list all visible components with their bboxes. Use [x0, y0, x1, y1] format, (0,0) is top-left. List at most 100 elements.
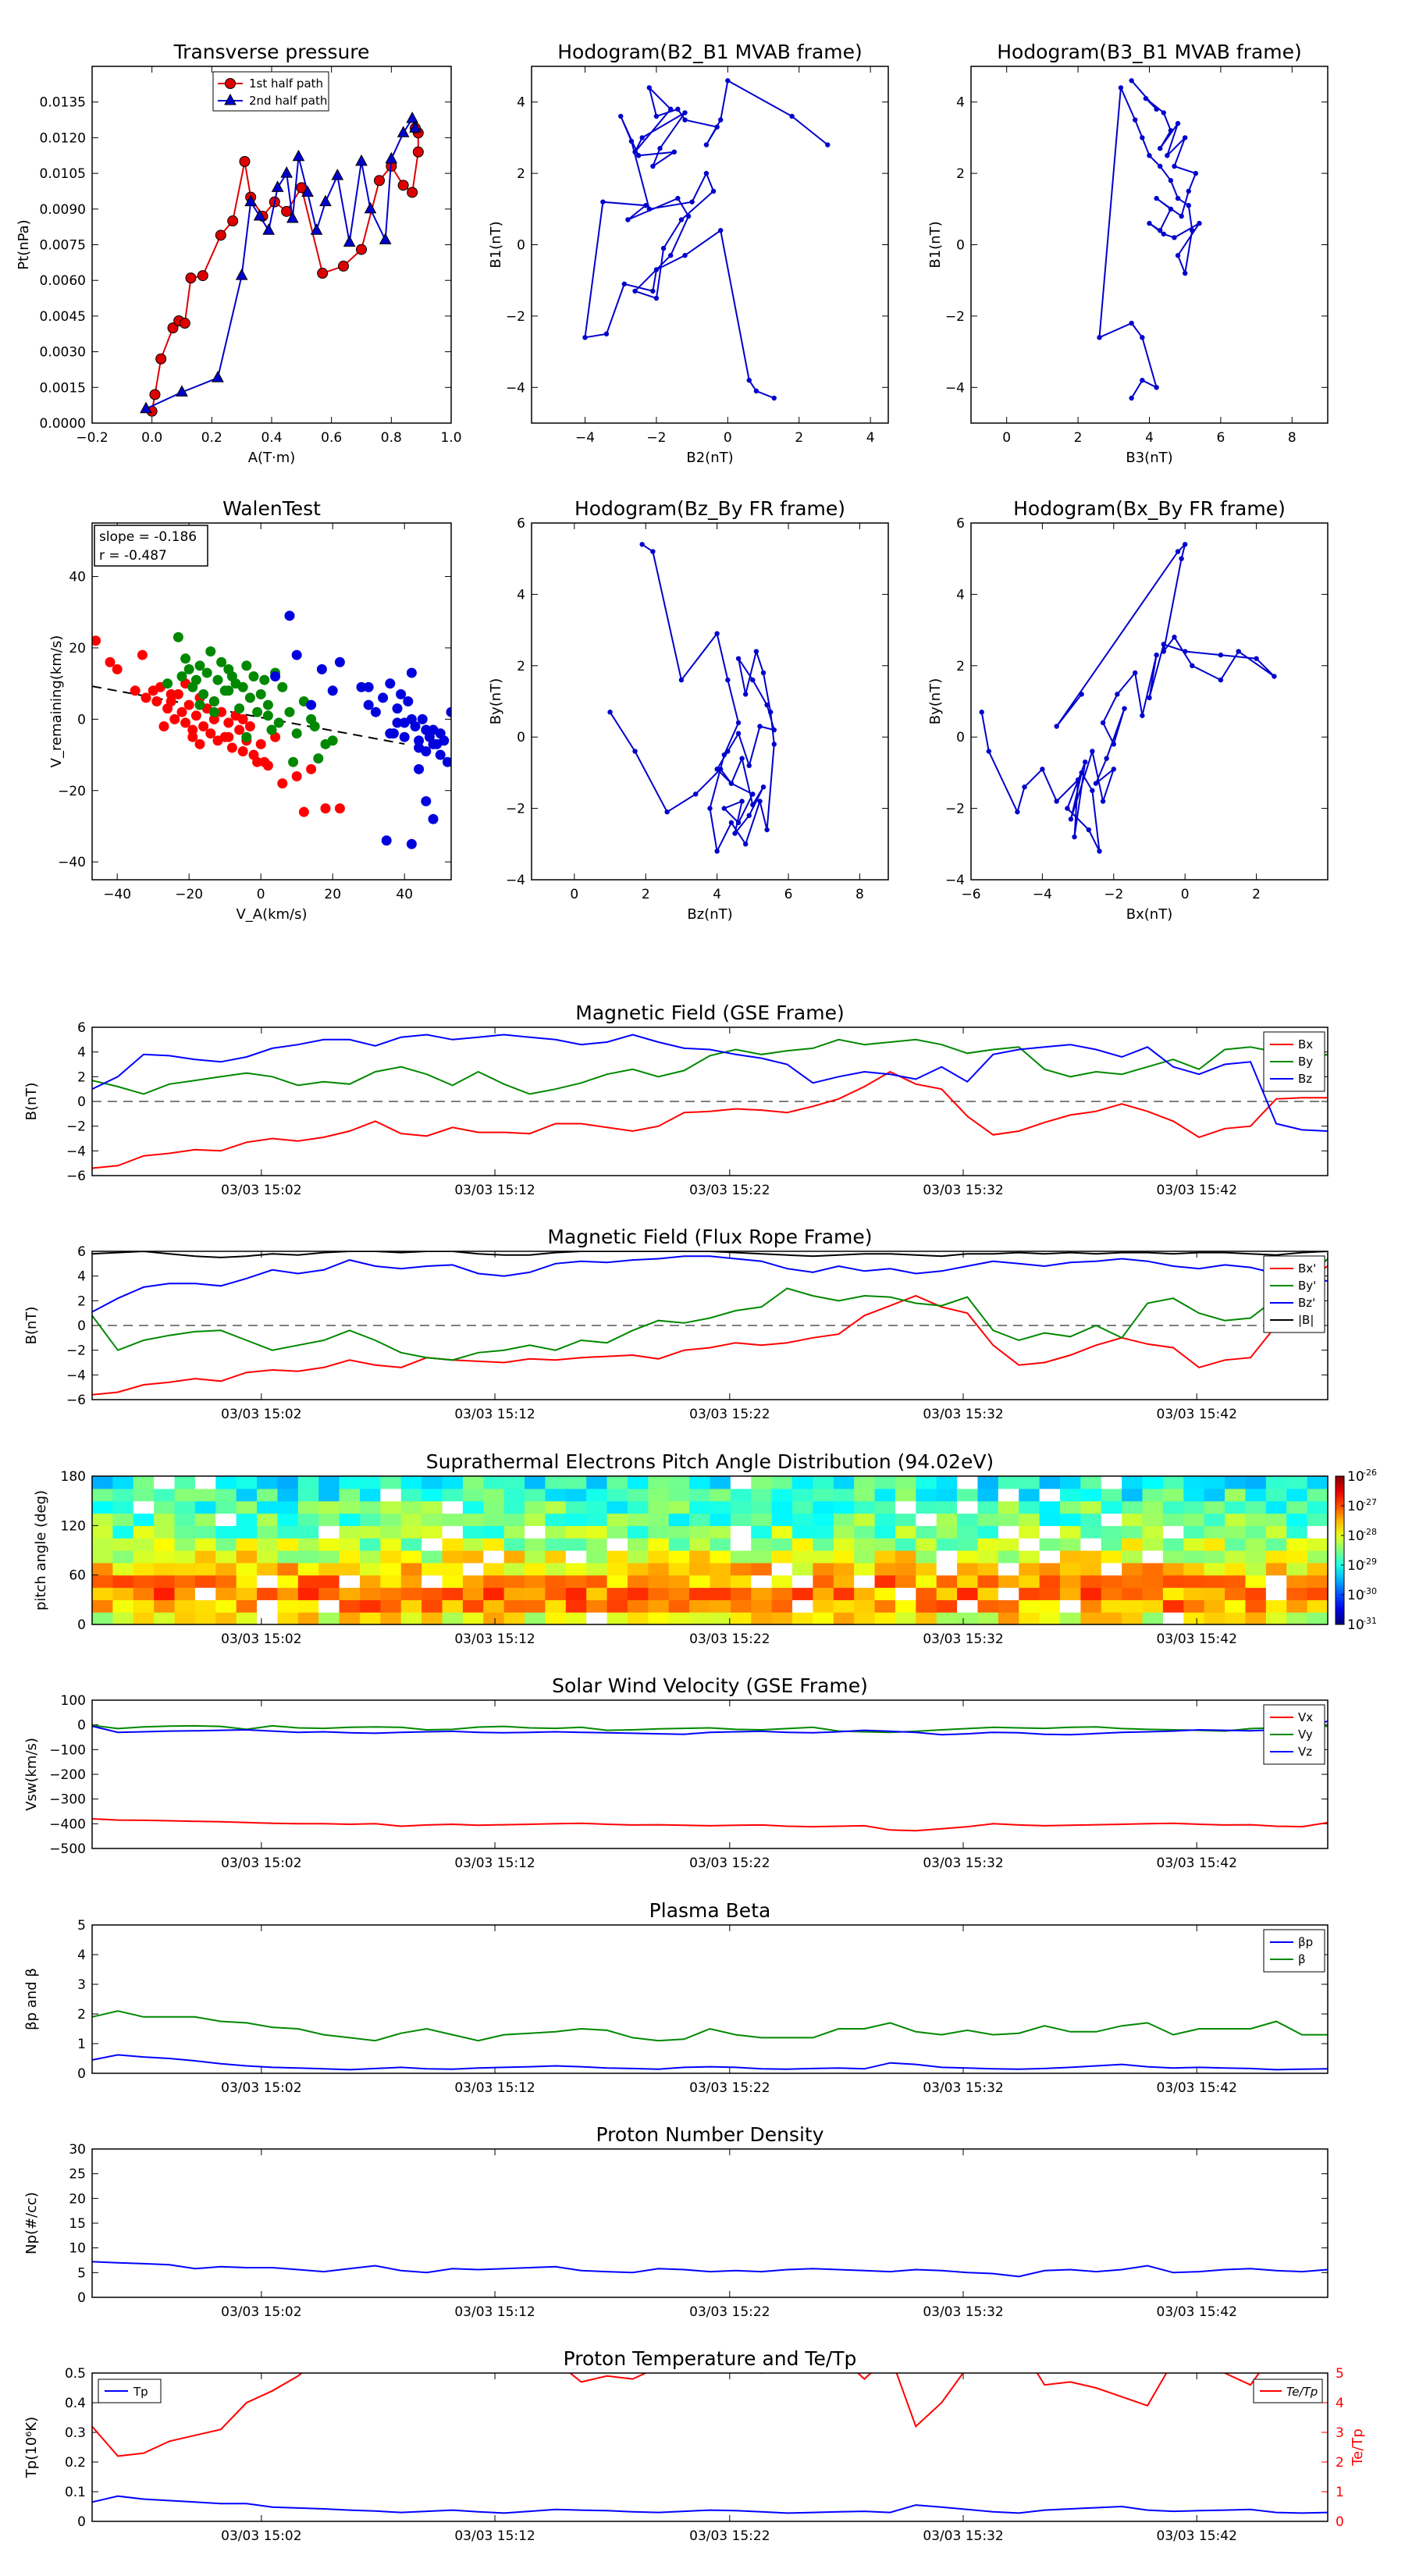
y-tick-label: 2 [956, 659, 965, 674]
data-point [1218, 652, 1224, 658]
heatmap-cell [1142, 1500, 1164, 1514]
heatmap-cell [525, 1562, 546, 1576]
heatmap-cell [771, 1488, 793, 1502]
heatmap-cell [462, 1612, 484, 1625]
heatmap-cell [1265, 1500, 1287, 1514]
heatmap-cell [1204, 1612, 1225, 1625]
x-tick-label: 03/03 15:12 [454, 1856, 535, 1871]
heatmap-cell [936, 1574, 958, 1589]
heatmap-cell [1204, 1562, 1225, 1576]
data-point [212, 371, 224, 382]
data-point [237, 713, 248, 724]
y-tick-label: 0 [77, 2066, 86, 2082]
data-point [1086, 827, 1092, 833]
colorbar-tick-exponent: -31 [1363, 1616, 1377, 1626]
heatmap-cell [648, 1599, 670, 1613]
heatmap-cell [998, 1525, 1019, 1539]
y-axis-label: By(nT) [927, 678, 944, 724]
heatmap-cell [380, 1587, 402, 1600]
heatmap-cell [1142, 1612, 1164, 1625]
heatmap-cell [606, 1525, 628, 1539]
data-point [1147, 220, 1152, 226]
heatmap-cell [689, 1587, 711, 1600]
heatmap-cell [730, 1500, 752, 1514]
y-tick-label: −4 [66, 1368, 86, 1383]
data-point [1154, 195, 1159, 201]
heatmap-cell [627, 1599, 649, 1613]
heatmap-cell [297, 1574, 319, 1589]
chart-title: Hodogram(B3_B1 MVAB frame) [997, 41, 1302, 63]
heatmap-cell [215, 1500, 237, 1514]
data-point [1111, 767, 1117, 772]
heatmap-cell [1101, 1562, 1122, 1576]
series-line [980, 542, 1275, 852]
data-point [1186, 188, 1191, 194]
heatmap-cell [257, 1538, 279, 1551]
data-point [158, 720, 169, 731]
heatmap-cell [565, 1488, 587, 1502]
heatmap-cell [1307, 1488, 1329, 1502]
x-tick-label: 1.0 [440, 430, 461, 446]
data-point [1168, 206, 1174, 212]
data-point [1254, 656, 1259, 661]
chart-title: Hodogram(B2_B1 MVAB frame) [557, 41, 863, 63]
heatmap-cell [813, 1500, 834, 1514]
heatmap-cell [503, 1538, 525, 1551]
heatmap-cell [1183, 1525, 1205, 1539]
heatmap-cell [751, 1562, 773, 1576]
x-tick-label: 0 [1181, 887, 1190, 902]
data-point [198, 720, 209, 731]
axes-frame [531, 522, 889, 881]
heatmap-cell [1080, 1550, 1102, 1564]
heatmap-cell [1265, 1587, 1287, 1600]
heatmap-cell [977, 1587, 999, 1600]
heatmap-cell [359, 1574, 381, 1589]
heatmap-cell [359, 1562, 381, 1576]
heatmap-cell [154, 1538, 176, 1551]
y-tick-label: 20 [69, 2191, 86, 2207]
heatmap-cell [565, 1599, 587, 1613]
chart-bfr: Magnetic Field (Flux Rope Frame) 03/03 15… [23, 1226, 1329, 1422]
data-point [244, 194, 258, 207]
heatmap-cell [627, 1500, 649, 1514]
y-tick-label: 5 [77, 1918, 86, 1934]
heatmap-cell [400, 1599, 422, 1613]
data-point [187, 731, 198, 742]
heatmap-cell [1204, 1488, 1225, 1502]
x-tick-label: 0.0 [141, 430, 162, 446]
heatmap-cell [957, 1538, 979, 1551]
data-point [363, 699, 374, 710]
data-point [725, 78, 731, 84]
heatmap-cell [503, 1476, 525, 1489]
y-tick-label: −4 [506, 873, 525, 888]
data-point [406, 111, 419, 123]
heatmap-cell [194, 1599, 216, 1613]
data-point [1140, 335, 1145, 340]
series-line [92, 2373, 1261, 2457]
data-point [632, 749, 638, 754]
heatmap-cell [689, 1599, 711, 1613]
heatmap-cell [503, 1599, 525, 1613]
chart-bgse: Magnetic Field (GSE Frame) 03/03 15:02 03/… [23, 1002, 1329, 1198]
heatmap-cell [957, 1550, 979, 1564]
data-point [1079, 692, 1084, 697]
data-point [392, 703, 403, 714]
heatmap-cell [1019, 1587, 1040, 1600]
heatmap-cell [586, 1612, 608, 1625]
data-point [378, 692, 389, 703]
data-point [621, 281, 628, 286]
heatmap-cell [215, 1550, 237, 1564]
heatmap-cell [400, 1562, 422, 1576]
heatmap-cell [503, 1488, 525, 1502]
y-tick-label: 0.5 [65, 2366, 86, 2382]
data-point [140, 692, 151, 703]
heatmap-cell [977, 1538, 999, 1551]
heatmap-cell [236, 1500, 258, 1514]
heatmap-cell [998, 1562, 1019, 1576]
heatmap-cell [586, 1513, 608, 1526]
heatmap-cell [771, 1587, 793, 1600]
x-tick-label: 03/03 15:42 [1157, 1407, 1237, 1422]
heatmap-cell [133, 1587, 155, 1600]
heatmap-cell [874, 1562, 896, 1576]
data-point [1161, 642, 1166, 647]
